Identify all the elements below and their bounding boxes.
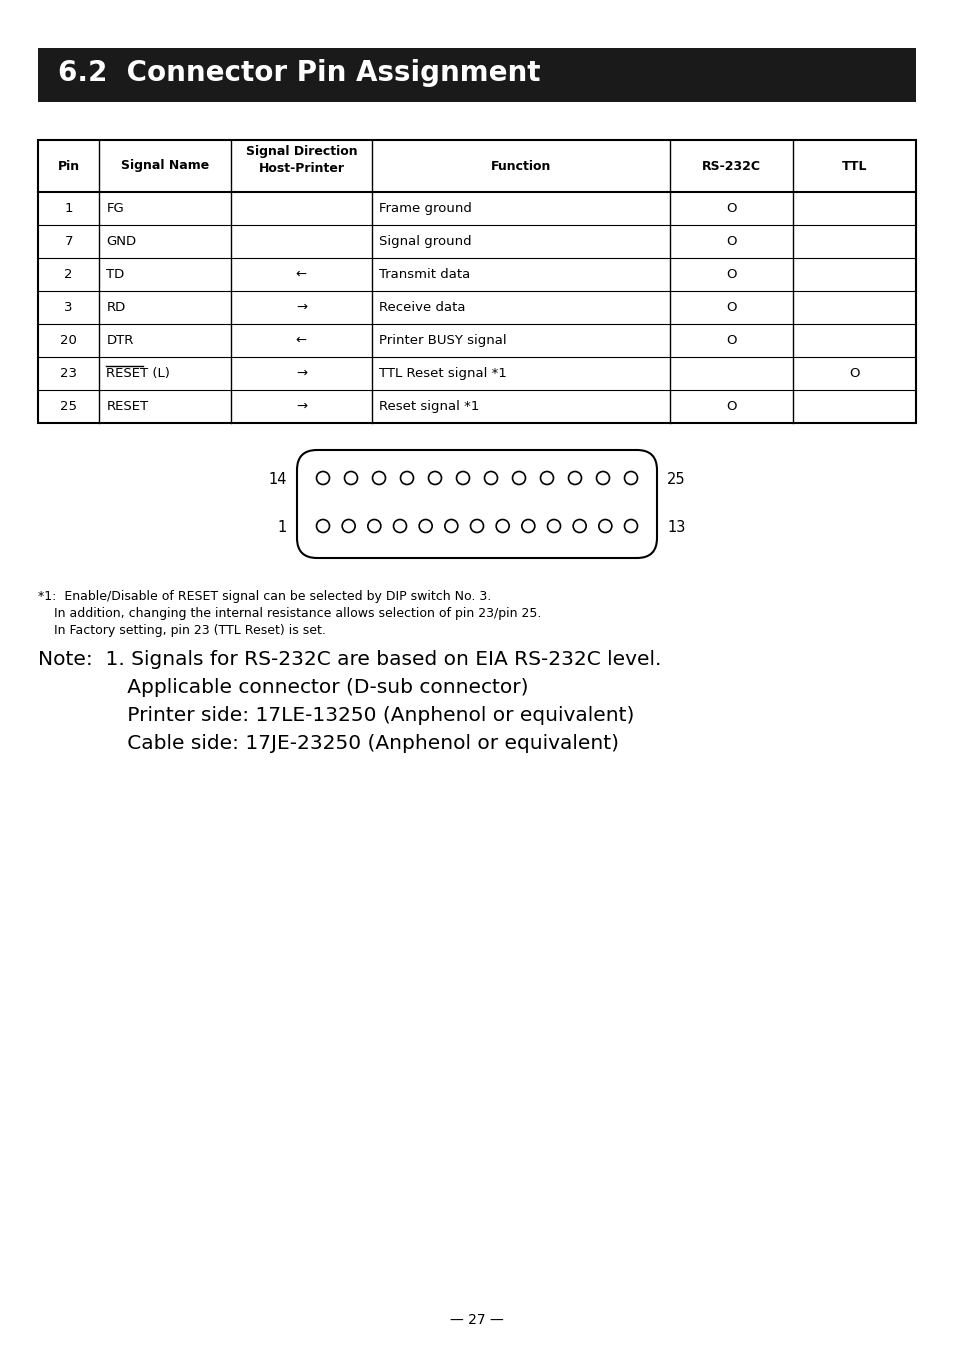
Text: Signal Name: Signal Name xyxy=(121,160,210,173)
Text: GND: GND xyxy=(107,235,136,247)
Circle shape xyxy=(496,519,509,533)
Text: 14: 14 xyxy=(268,472,287,488)
Text: 25: 25 xyxy=(60,400,77,412)
Text: FG: FG xyxy=(107,201,124,215)
Text: 3: 3 xyxy=(65,301,72,314)
Circle shape xyxy=(444,519,457,533)
Text: TD: TD xyxy=(107,268,125,281)
FancyBboxPatch shape xyxy=(296,450,657,558)
Text: →: → xyxy=(295,400,307,412)
Text: O: O xyxy=(725,201,736,215)
Text: In addition, changing the internal resistance allows selection of pin 23/pin 25.: In addition, changing the internal resis… xyxy=(38,607,540,621)
Text: ←: ← xyxy=(295,268,307,281)
Text: →: → xyxy=(295,301,307,314)
Text: Signal Direction
Host-Printer: Signal Direction Host-Printer xyxy=(245,145,356,174)
Text: 25: 25 xyxy=(666,472,685,488)
Circle shape xyxy=(598,519,611,533)
Bar xyxy=(38,49,915,101)
Circle shape xyxy=(512,472,525,484)
Text: ←: ← xyxy=(295,334,307,347)
Text: O: O xyxy=(725,268,736,281)
Text: Printer side: 17LE-13250 (Anphenol or equivalent): Printer side: 17LE-13250 (Anphenol or eq… xyxy=(38,706,634,725)
Circle shape xyxy=(470,519,483,533)
Text: Cable side: 17JE-23250 (Anphenol or equivalent): Cable side: 17JE-23250 (Anphenol or equi… xyxy=(38,734,618,753)
Text: TTL: TTL xyxy=(841,160,866,173)
Circle shape xyxy=(418,519,432,533)
Text: Receive data: Receive data xyxy=(378,301,465,314)
Text: 7: 7 xyxy=(65,235,72,247)
Circle shape xyxy=(316,472,329,484)
Text: DTR: DTR xyxy=(107,334,133,347)
Text: RS-232C: RS-232C xyxy=(701,160,760,173)
Circle shape xyxy=(624,472,637,484)
Text: →: → xyxy=(295,366,307,380)
Text: RESET (L): RESET (L) xyxy=(107,366,171,380)
Text: Frame ground: Frame ground xyxy=(378,201,471,215)
Text: Signal ground: Signal ground xyxy=(378,235,471,247)
Text: RESET: RESET xyxy=(107,400,149,412)
Circle shape xyxy=(400,472,413,484)
Circle shape xyxy=(568,472,581,484)
Text: O: O xyxy=(848,366,859,380)
Text: In Factory setting, pin 23 (TTL Reset) is set.: In Factory setting, pin 23 (TTL Reset) i… xyxy=(38,625,326,637)
Circle shape xyxy=(547,519,560,533)
Text: O: O xyxy=(725,334,736,347)
Bar xyxy=(38,141,915,423)
Text: Applicable connector (D-sub connector): Applicable connector (D-sub connector) xyxy=(38,677,528,698)
Circle shape xyxy=(342,519,355,533)
Circle shape xyxy=(344,472,357,484)
Circle shape xyxy=(368,519,380,533)
Text: O: O xyxy=(725,400,736,412)
Text: Function: Function xyxy=(490,160,551,173)
Text: Reset signal *1: Reset signal *1 xyxy=(378,400,478,412)
Circle shape xyxy=(428,472,441,484)
Text: Note:  1. Signals for RS-232C are based on EIA RS-232C level.: Note: 1. Signals for RS-232C are based o… xyxy=(38,650,660,669)
Circle shape xyxy=(316,519,329,533)
Text: Transmit data: Transmit data xyxy=(378,268,470,281)
Circle shape xyxy=(573,519,585,533)
Text: TTL Reset signal *1: TTL Reset signal *1 xyxy=(378,366,506,380)
Text: 2: 2 xyxy=(65,268,72,281)
Text: Pin: Pin xyxy=(57,160,80,173)
Circle shape xyxy=(540,472,553,484)
Text: 1: 1 xyxy=(65,201,72,215)
Text: O: O xyxy=(725,301,736,314)
Text: Printer BUSY signal: Printer BUSY signal xyxy=(378,334,506,347)
Text: 13: 13 xyxy=(666,521,684,535)
Text: 6.2  Connector Pin Assignment: 6.2 Connector Pin Assignment xyxy=(58,59,540,87)
Circle shape xyxy=(596,472,609,484)
Circle shape xyxy=(624,519,637,533)
Text: 23: 23 xyxy=(60,366,77,380)
Circle shape xyxy=(484,472,497,484)
Text: — 27 —: — 27 — xyxy=(450,1313,503,1328)
Text: O: O xyxy=(725,235,736,247)
Circle shape xyxy=(456,472,469,484)
Text: *1:  Enable/Disable of RESET signal can be selected by DIP switch No. 3.: *1: Enable/Disable of RESET signal can b… xyxy=(38,589,491,603)
Circle shape xyxy=(393,519,406,533)
Text: 1: 1 xyxy=(277,521,287,535)
Circle shape xyxy=(521,519,535,533)
Text: 20: 20 xyxy=(60,334,77,347)
Circle shape xyxy=(372,472,385,484)
Text: RD: RD xyxy=(107,301,126,314)
